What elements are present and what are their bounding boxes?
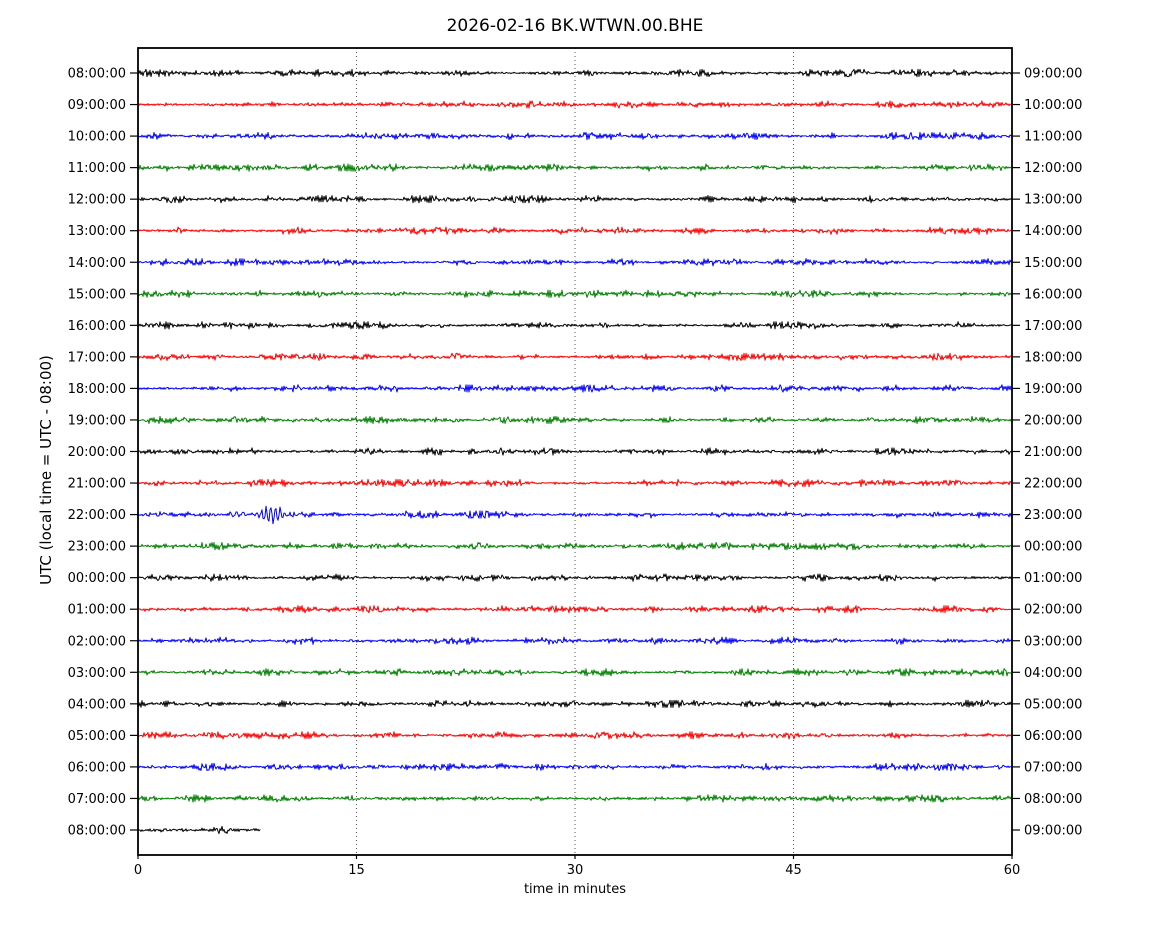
trace-row-21: [137, 731, 1013, 740]
left-time-label-17: 01:00:00: [68, 603, 126, 618]
trace-row-6: [137, 258, 1013, 267]
right-time-label-23: 08:00:00: [1024, 792, 1082, 807]
right-time-label-6: 15:00:00: [1024, 256, 1082, 271]
left-time-label-18: 02:00:00: [68, 634, 126, 649]
left-time-label-5: 13:00:00: [68, 224, 126, 239]
x-tick-label-45: 45: [785, 863, 802, 878]
trace-row-3: [137, 163, 1013, 172]
trace-row-11: [137, 415, 1013, 425]
x-tick-label-30: 30: [567, 863, 584, 878]
right-time-label-22: 07:00:00: [1024, 760, 1082, 775]
left-time-label-1: 09:00:00: [68, 98, 126, 113]
trace-row-13: [137, 478, 1013, 488]
right-time-label-21: 06:00:00: [1024, 729, 1082, 744]
left-time-label-23: 07:00:00: [68, 792, 126, 807]
right-time-label-11: 20:00:00: [1024, 413, 1082, 428]
trace-row-14: [137, 505, 1013, 525]
left-time-label-9: 17:00:00: [68, 350, 126, 365]
right-time-label-3: 12:00:00: [1024, 161, 1082, 176]
right-time-label-2: 11:00:00: [1024, 130, 1082, 145]
left-time-label-24: 08:00:00: [68, 824, 126, 839]
trace-row-23: [137, 794, 1013, 803]
right-time-label-24: 09:00:00: [1024, 824, 1082, 839]
right-time-label-20: 05:00:00: [1024, 697, 1082, 712]
left-time-label-19: 03:00:00: [68, 666, 126, 681]
right-time-label-10: 19:00:00: [1024, 382, 1082, 397]
trace-row-10: [137, 384, 1013, 393]
left-time-label-8: 16:00:00: [68, 319, 126, 334]
left-time-label-16: 00:00:00: [68, 571, 126, 586]
right-time-label-1: 10:00:00: [1024, 98, 1082, 113]
right-time-label-16: 01:00:00: [1024, 571, 1082, 586]
trace-row-5: [137, 226, 1013, 235]
left-time-label-21: 05:00:00: [68, 729, 126, 744]
x-tick-label-0: 0: [134, 863, 142, 878]
chart-title: 2026-02-16 BK.WTWN.00.BHE: [446, 16, 704, 36]
trace-row-2: [137, 131, 1013, 141]
trace-row-0: [137, 68, 1013, 78]
right-time-label-0: 09:00:00: [1024, 67, 1082, 82]
trace-row-17: [137, 605, 1013, 614]
left-time-label-20: 04:00:00: [68, 697, 126, 712]
trace-row-24: [137, 825, 261, 835]
right-time-label-14: 23:00:00: [1024, 508, 1082, 523]
right-time-label-7: 16:00:00: [1024, 287, 1082, 302]
left-time-label-4: 12:00:00: [68, 193, 126, 208]
left-time-label-6: 14:00:00: [68, 256, 126, 271]
trace-row-1: [137, 100, 1013, 109]
left-time-label-10: 18:00:00: [68, 382, 126, 397]
right-time-label-15: 00:00:00: [1024, 540, 1082, 555]
left-time-label-2: 10:00:00: [68, 130, 126, 145]
right-time-label-18: 03:00:00: [1024, 634, 1082, 649]
trace-row-15: [137, 542, 1013, 551]
x-tick-label-60: 60: [1004, 863, 1021, 878]
right-time-label-19: 04:00:00: [1024, 666, 1082, 681]
trace-row-16: [137, 573, 1013, 582]
left-time-label-7: 15:00:00: [68, 287, 126, 302]
trace-row-20: [137, 699, 1013, 708]
trace-row-9: [137, 352, 1013, 361]
right-time-label-13: 22:00:00: [1024, 477, 1082, 492]
x-axis-label: time in minutes: [523, 882, 627, 897]
left-time-label-3: 11:00:00: [68, 161, 126, 176]
trace-row-7: [137, 289, 1013, 298]
x-tick-label-15: 15: [348, 863, 365, 878]
trace-row-22: [137, 762, 1013, 772]
right-time-label-12: 21:00:00: [1024, 445, 1082, 460]
left-time-label-0: 08:00:00: [68, 67, 126, 82]
right-time-label-4: 13:00:00: [1024, 193, 1082, 208]
left-time-label-14: 22:00:00: [68, 508, 126, 523]
trace-row-12: [137, 447, 1013, 456]
trace-row-4: [137, 195, 1013, 204]
right-time-label-17: 02:00:00: [1024, 603, 1082, 618]
trace-row-18: [137, 636, 1013, 645]
right-time-label-9: 18:00:00: [1024, 350, 1082, 365]
left-time-label-13: 21:00:00: [68, 477, 126, 492]
right-time-label-5: 14:00:00: [1024, 224, 1082, 239]
right-time-label-8: 17:00:00: [1024, 319, 1082, 334]
left-time-label-15: 23:00:00: [68, 540, 126, 555]
left-time-label-11: 19:00:00: [68, 413, 126, 428]
left-time-label-12: 20:00:00: [68, 445, 126, 460]
trace-row-8: [137, 321, 1013, 330]
left-time-label-22: 06:00:00: [68, 760, 126, 775]
trace-row-19: [137, 668, 1013, 677]
